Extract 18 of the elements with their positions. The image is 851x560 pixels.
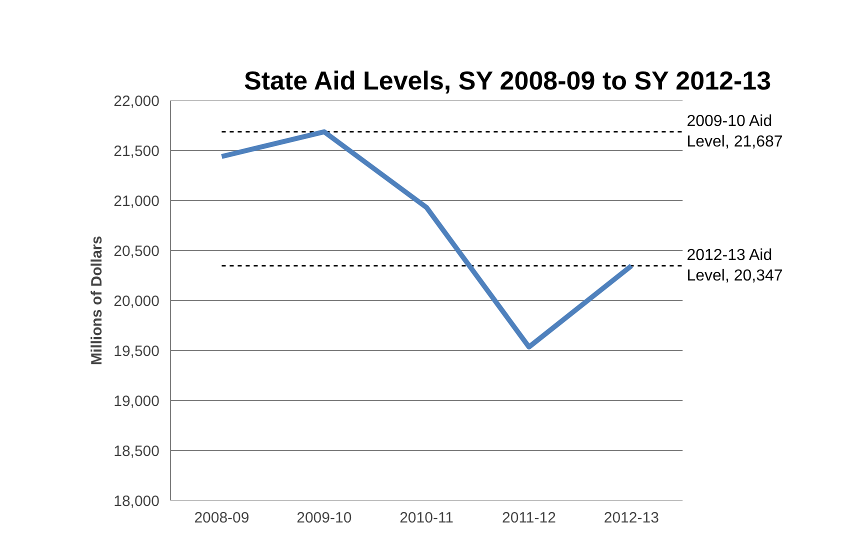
x-tick-label: 2009-10 [296,510,352,526]
ref-line-label: 2012-13 Aid Level, 20,347 [686,247,783,284]
y-tick-label: 20,000 [114,293,160,310]
x-tick-label: 2008-09 [194,510,250,526]
chart-title: State Aid Levels, SY 2008-09 to SY 2012-13 [244,66,772,96]
y-tick-label: 18,500 [114,443,160,460]
x-tick-label: 2010-11 [400,510,454,526]
y-tick-label: 18,000 [114,493,160,510]
x-tick-label: 2012-13 [604,510,659,526]
y-tick-label: 19,000 [114,393,160,410]
y-tick-label: 21,000 [114,193,160,210]
y-tick-label: 20,500 [114,243,160,260]
ref-line-label: 2009-10 Aid Level, 21,687 [686,113,783,150]
y-tick-label: 22,000 [114,93,160,110]
y-axis-title: Millions of Dollars [88,236,106,366]
y-tick-label: 19,500 [114,343,160,360]
y-tick-label: 21,500 [114,143,160,160]
x-tick-label: 2011-12 [502,510,556,526]
